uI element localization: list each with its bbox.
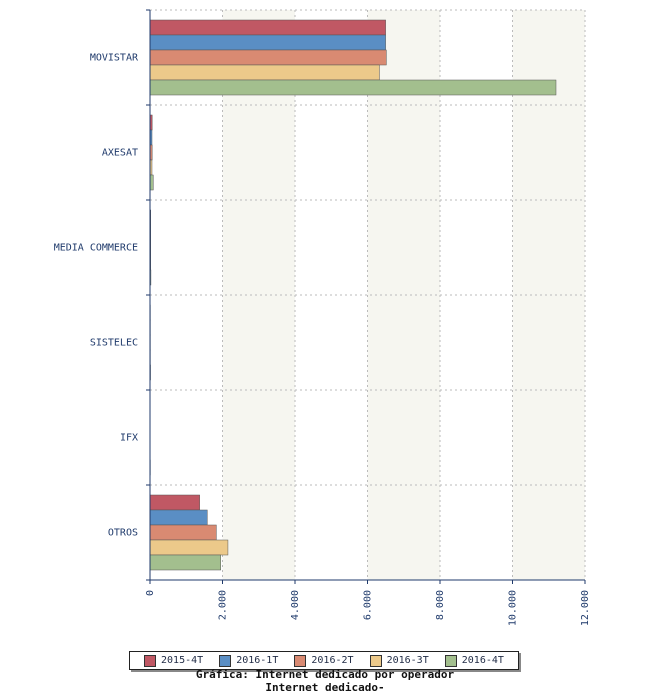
legend-swatch (444, 654, 457, 667)
x-tick-label: 4.000 (290, 590, 301, 620)
plot-band (222, 10, 295, 580)
legend-item: 2016-1T (219, 654, 279, 667)
category-label: SISTELEC (90, 338, 138, 349)
legend-swatch (144, 654, 157, 667)
x-tick-label: 2.000 (218, 590, 229, 620)
bar-2015-4T-movistar (149, 19, 386, 36)
bar-2016-3T-otros (149, 539, 229, 556)
bar-2016-4T-otros (149, 554, 221, 571)
legend-swatch (294, 654, 307, 667)
bar-2016-1T-otros (149, 509, 208, 526)
category-labels: MOVISTAR AXESAT MEDIA COMMERCE SISTELEC IFX O… (54, 53, 139, 539)
category-label: MOVISTAR (90, 53, 139, 64)
x-tick-label: 10.000 (508, 590, 519, 626)
category-label: MEDIA COMMERCE (54, 243, 138, 254)
bar-2016-2T-movistar (149, 49, 387, 66)
legend-label: 2016-1T (236, 655, 279, 666)
legend-item: 2016-3T (369, 654, 429, 667)
legend-label: 2015-4T (161, 655, 204, 666)
legend-label: 2016-4T (461, 655, 504, 666)
legend-label: 2016-3T (386, 655, 429, 666)
bar-2016-2T-otros (149, 524, 217, 541)
legend: 2015-4T 2016-1T 2016-2T 2016-3T 2016-4T (129, 651, 519, 670)
bar-2015-4T-otros (149, 494, 200, 511)
bar-2016-4T-movistar (149, 79, 557, 96)
x-tick-label: 8.000 (435, 590, 446, 620)
legend-label: 2016-2T (311, 655, 354, 666)
legend-swatch (369, 654, 382, 667)
axes (146, 9, 586, 584)
tick-labels: 0 2.000 4.000 6.000 8.000 10.000 12.000 (145, 590, 591, 626)
x-tick-label: 0 (145, 590, 156, 596)
plot-band (367, 10, 440, 580)
bar-2016-3T-movistar (149, 64, 380, 81)
legend-item: 2016-4T (444, 654, 504, 667)
chart-caption: Gráfica: Internet dedicado por operador (195, 668, 455, 681)
chart-subcaption: Internet dedicado- (265, 681, 385, 694)
legend-swatch (219, 654, 232, 667)
plot-band (512, 10, 585, 580)
x-tick-label: 6.000 (363, 590, 374, 620)
legend-item: 2016-2T (294, 654, 354, 667)
category-label: AXESAT (102, 148, 138, 159)
category-label: OTROS (108, 528, 138, 539)
category-label: IFX (120, 433, 138, 444)
bar-chart: MOVISTAR AXESAT MEDIA COMMERCE SISTELEC IFX O… (54, 9, 591, 626)
bar-2016-1T-movistar (149, 34, 386, 51)
x-tick-label: 12.000 (580, 590, 591, 626)
legend-item: 2015-4T (144, 654, 204, 667)
